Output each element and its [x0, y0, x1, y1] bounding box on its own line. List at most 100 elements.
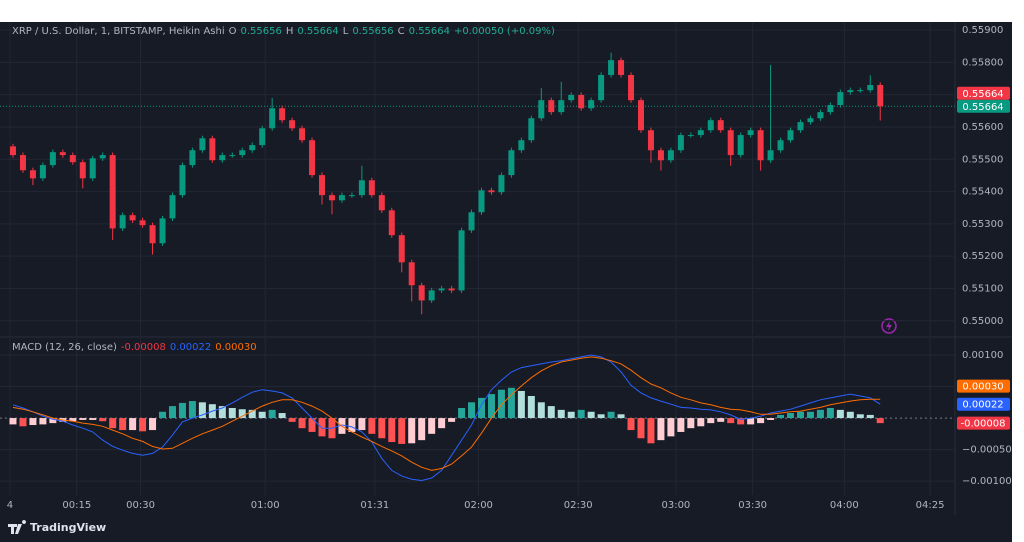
- histogram-bar: [79, 418, 87, 420]
- histogram-bar: [657, 418, 665, 441]
- histogram-bar: [846, 411, 854, 419]
- histogram-bar: [368, 418, 376, 434]
- y-tick-label: 0.55400: [962, 187, 1003, 198]
- candle-body: [608, 60, 615, 75]
- candle-body: [468, 212, 475, 231]
- candle-body: [159, 218, 166, 244]
- candle-body: [737, 135, 744, 156]
- histogram-bar: [487, 394, 495, 419]
- candle-body: [757, 130, 764, 161]
- y-tick-label: 0.55300: [962, 219, 1003, 230]
- candle-body: [229, 155, 236, 157]
- axis-tag-label: 0.55664: [962, 102, 1003, 113]
- candle-body: [29, 170, 36, 179]
- histogram-bar: [697, 418, 705, 427]
- background: [0, 22, 1012, 542]
- axis-tag-label: 0.55664: [962, 89, 1003, 100]
- axis-tag-label: 0.00022: [962, 400, 1003, 411]
- histogram-bar: [497, 389, 505, 419]
- histogram-bar: [268, 409, 276, 419]
- histogram-bar: [787, 413, 795, 419]
- candle-body: [99, 155, 106, 159]
- histogram-bar: [707, 418, 715, 424]
- histogram-bar: [557, 409, 565, 419]
- x-tick-label: 03:30: [738, 500, 767, 511]
- candle-body: [189, 150, 196, 166]
- macd-legend: MACD (12, 26, close) -0.00008 0.00022 0.00…: [12, 342, 257, 353]
- candle-body: [817, 112, 824, 119]
- histogram-bar: [687, 418, 695, 429]
- alert-icon[interactable]: [881, 318, 897, 334]
- candle-body: [199, 138, 206, 151]
- candle-body: [847, 90, 854, 93]
- ohlc-key: C: [397, 26, 405, 37]
- candle-body: [588, 100, 595, 109]
- histogram-bar: [537, 402, 545, 419]
- histogram-bar: [418, 418, 426, 441]
- candle-body: [79, 162, 86, 179]
- candle-body: [478, 190, 485, 213]
- y-tick-label: 0.55100: [962, 283, 1003, 294]
- histogram-bar: [318, 418, 326, 437]
- histogram-bar: [69, 418, 77, 422]
- histogram-bar: [637, 418, 645, 439]
- candle-body: [867, 84, 874, 91]
- candle-body: [338, 195, 345, 201]
- candle-body: [49, 152, 56, 166]
- histogram-bar: [717, 418, 725, 422]
- y-tick-label: 0.00100: [962, 350, 1003, 361]
- x-tick-label: 4: [7, 500, 13, 511]
- x-tick-label: 02:30: [564, 500, 593, 511]
- histogram-bar: [178, 402, 186, 419]
- legend-value: 0.00022: [169, 342, 212, 353]
- histogram-bar: [168, 406, 176, 419]
- histogram-bar: [19, 418, 27, 427]
- candle-body: [209, 138, 216, 161]
- histogram-bar: [378, 418, 386, 439]
- histogram-bar: [796, 411, 804, 419]
- price-legend: XRP / U.S. Dollar, 1, BITSTAMP, Heikin A…: [12, 26, 555, 37]
- ohlc-key: H: [285, 26, 294, 37]
- x-tick-label: 01:00: [251, 500, 280, 511]
- candle-body: [319, 175, 326, 196]
- candle-body: [39, 165, 46, 179]
- indicator-title: MACD (12, 26, close): [12, 342, 117, 353]
- histogram-bar: [308, 418, 316, 432]
- y-tick-label: 0.55800: [962, 57, 1003, 68]
- candle-body: [438, 288, 445, 291]
- candle-body: [378, 195, 385, 211]
- candle-body: [69, 155, 76, 163]
- histogram-bar: [597, 414, 605, 419]
- candle-body: [667, 150, 674, 161]
- candle-body: [398, 235, 405, 263]
- histogram-bar: [139, 418, 147, 432]
- alert-bolt: [886, 321, 892, 331]
- candle-body: [787, 130, 794, 141]
- histogram-bar: [348, 418, 356, 432]
- candle-body: [877, 84, 884, 107]
- histogram-bar: [298, 418, 306, 429]
- axis-tag: [957, 397, 1010, 411]
- candle-body: [528, 118, 535, 141]
- candle-body: [309, 140, 316, 176]
- histogram-bar: [856, 414, 864, 419]
- candle-body: [637, 100, 644, 131]
- histogram-bar: [258, 411, 266, 419]
- histogram-bar: [99, 418, 107, 422]
- histogram-bar: [398, 418, 406, 444]
- histogram-bar: [448, 418, 456, 422]
- candle-body: [358, 180, 365, 196]
- candle-body: [797, 122, 804, 131]
- histogram-bar: [577, 409, 585, 419]
- ohlc-value: 0.55664: [297, 26, 339, 37]
- histogram-bar: [89, 418, 97, 420]
- histogram-bar: [129, 418, 137, 431]
- candle-body: [269, 108, 276, 129]
- histogram-bar: [507, 387, 515, 419]
- candle-body: [109, 155, 116, 229]
- histogram-bar: [109, 418, 117, 429]
- candle-body: [558, 100, 565, 113]
- candle-body: [9, 146, 16, 156]
- candle-body: [857, 90, 864, 92]
